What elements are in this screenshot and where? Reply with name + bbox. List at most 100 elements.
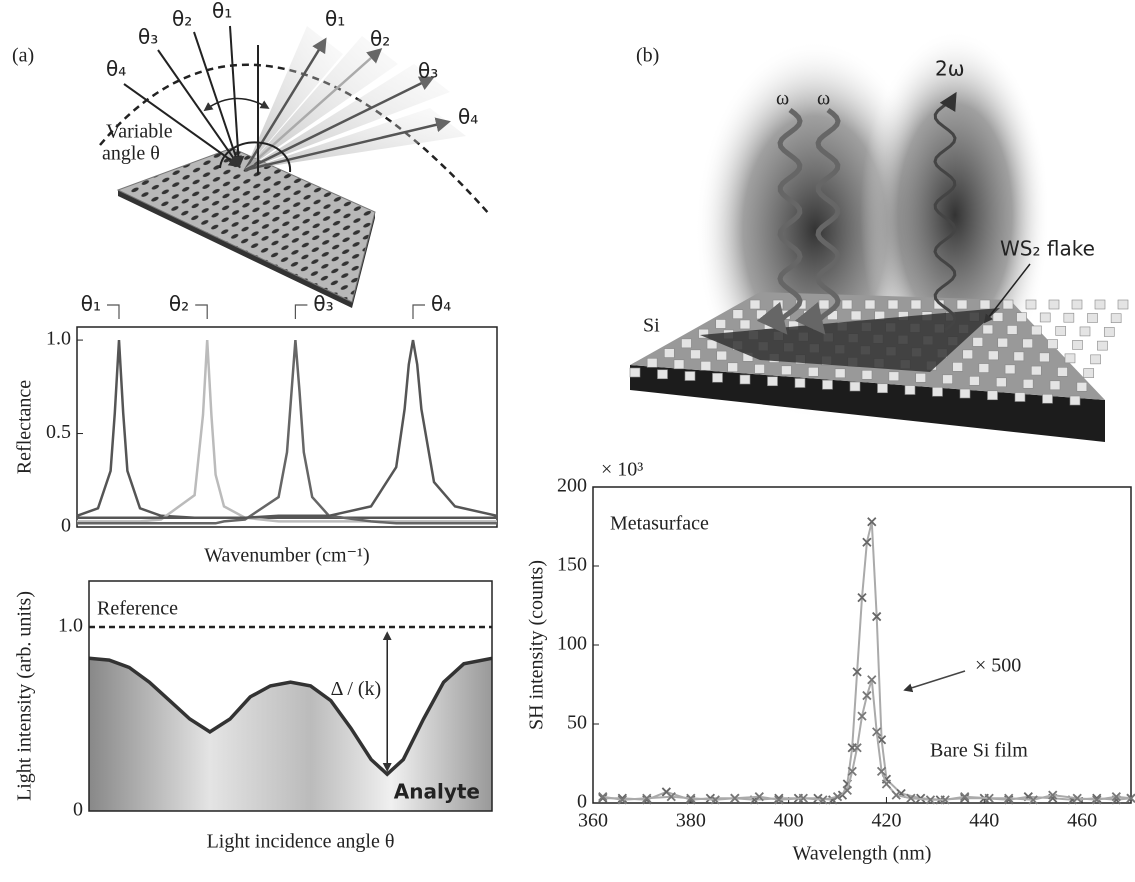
data-point [1028,795,1038,805]
data-point [1004,795,1014,805]
pillar [952,362,963,372]
data-point [960,792,970,802]
pillar [1002,299,1014,310]
data-point [862,537,872,547]
pillar [1087,313,1098,323]
pillar [657,369,668,380]
y-tick-label: 50 [567,712,587,734]
reflected-ray [244,117,451,172]
x-axis-label: Light incidence angle θ [207,831,395,853]
x-tick-label: 420 [871,810,901,832]
pillar [861,369,873,380]
pillar [887,299,899,310]
pillar [1030,365,1042,376]
pillar [781,365,792,376]
pillar [1094,299,1106,310]
panel-label: (a) [12,45,34,67]
y-tick-label: 1.0 [46,328,71,350]
x-tick-label: 360 [578,810,608,832]
data-point [730,793,740,803]
pillar [663,348,675,358]
pillar [987,390,998,401]
caption: angle θ [102,143,160,165]
sh-curve [602,679,1132,801]
data-point [1048,790,1058,800]
pillar [997,337,1009,348]
data-point [1111,792,1121,802]
data-point [862,690,872,701]
x-axis-label: Wavelength (nm) [793,843,932,865]
data-point [852,743,862,753]
data-point [906,793,916,803]
pillar [739,319,751,330]
pillar [1117,299,1129,310]
legend-bracket [294,304,308,319]
data-point [857,711,867,721]
pillar [1042,393,1053,404]
annotation-arrow [903,670,966,693]
pillar [803,310,815,320]
angle-label: θ₄ [106,57,126,81]
data-point [847,766,857,777]
y-axis-label: Light intensity (arb. units) [14,591,36,801]
data-point [774,793,784,803]
reflectance-line [77,340,497,523]
y-axis-label: Reflectance [14,380,36,474]
pillar [1072,340,1083,350]
incident-ray [123,83,241,168]
pillar [1014,392,1026,402]
pillar [732,309,744,320]
pillar [1016,312,1027,323]
pillar [1071,299,1083,310]
pillar [646,357,658,368]
y-tick-label: 1.0 [58,615,83,637]
y-tick-label: 0 [73,799,83,821]
data-point [1126,793,1135,803]
data-point [1092,795,1102,805]
data-point [842,785,852,795]
pillar [962,349,974,360]
pillar [772,299,784,310]
data-point [872,727,882,737]
pillar [1110,313,1122,324]
pillar [763,320,775,330]
pillar [942,374,953,385]
pillar [1057,367,1068,377]
data-point [832,792,843,802]
incident-ray [193,31,242,169]
pillar [727,362,739,373]
pillar [684,371,696,381]
flake-arrow [983,263,1031,324]
data-point [598,792,608,802]
input-wave [756,108,803,335]
pillar [1090,354,1101,365]
pillar [910,299,922,310]
data-point [774,795,784,805]
reflectance-line [77,339,498,519]
pillar [822,379,833,390]
pillar [794,378,806,388]
reflected-ray [244,76,435,172]
pillar [841,299,853,310]
y-tick-label: 0 [61,515,71,537]
legend-label: θ₁ [81,292,101,316]
pillar [807,366,819,377]
data-point [1092,793,1102,803]
pillar [904,385,916,395]
data-point [925,795,936,805]
pillar [959,388,971,399]
legend-label: θ₄ [431,292,451,316]
pillar [932,386,943,397]
pillar [629,367,641,378]
sh-curve [602,521,1132,801]
pillar [978,363,990,373]
pillar [1013,351,1025,362]
data-point [686,793,696,803]
frequency-label: 2ω [935,57,964,81]
angle-label: θ₃ [138,25,158,49]
pillar [850,310,862,321]
pillar [673,359,685,370]
data-point [666,792,676,802]
intensity-line [88,656,493,777]
x-tick-label: 440 [969,810,999,832]
